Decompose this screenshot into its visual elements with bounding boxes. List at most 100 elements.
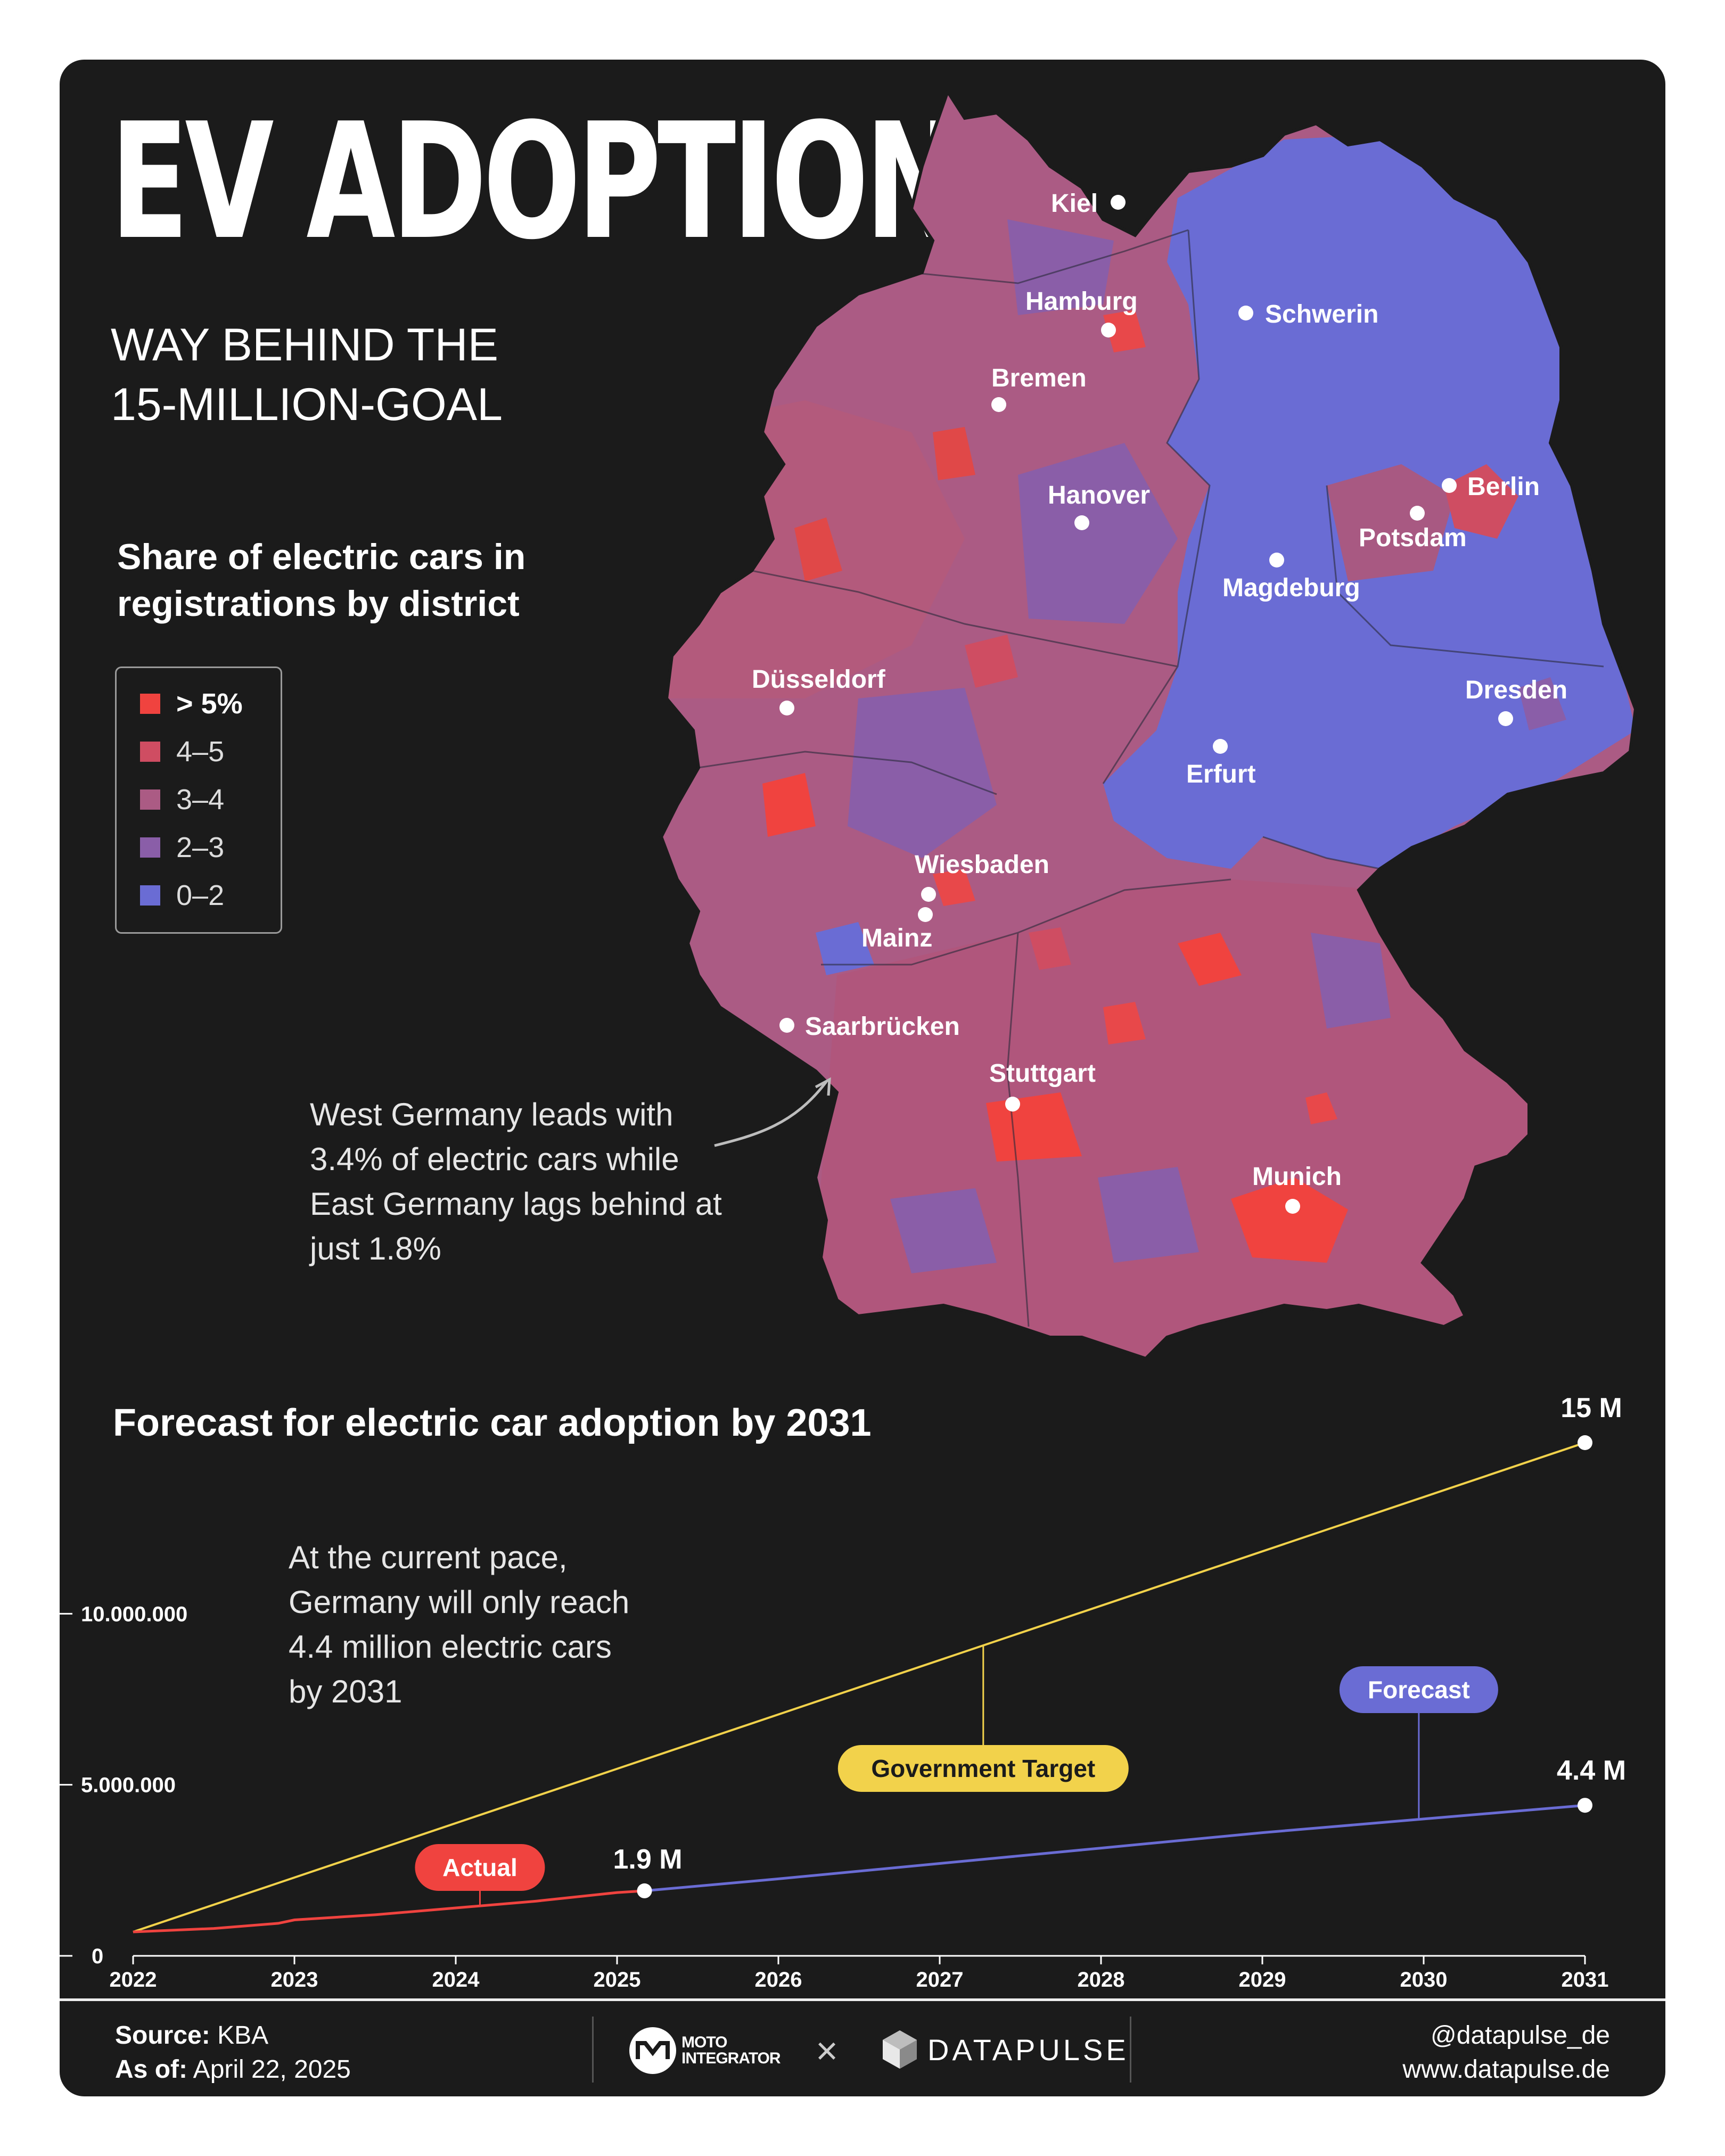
city-dresden: Dresden	[1465, 676, 1567, 726]
footer-separator	[1130, 2017, 1131, 2083]
map-region-2-3	[1518, 677, 1566, 730]
city-dot	[1238, 306, 1253, 320]
subtitle-line-1: WAY BEHIND THE	[111, 319, 498, 371]
map-border	[751, 570, 1178, 668]
city-label: Mainz	[861, 924, 932, 952]
datapulse-logo-icon	[883, 2030, 917, 2069]
subtitle-line-2: 15-MILLION-GOAL	[111, 379, 503, 430]
map-note-line: West Germany leads with	[310, 1097, 673, 1132]
forecast-badge-label: Forecast	[1368, 1676, 1470, 1704]
city-schwerin: Schwerin	[1238, 300, 1378, 328]
point-label: 1.9 M	[613, 1844, 682, 1875]
y-tick-label: 5.000.000	[81, 1774, 176, 1797]
footer-separator	[592, 2017, 594, 2083]
map-berlin-potsdam-region	[1327, 464, 1455, 581]
x-tick-label: 2024	[432, 1968, 480, 1992]
chart-note-line: by 2031	[289, 1674, 402, 1709]
chart-note-line: At the current pace,	[289, 1540, 568, 1575]
city-label: Wiesbaden	[915, 851, 1049, 879]
legend-swatch	[140, 885, 160, 906]
city-dot	[1442, 478, 1457, 493]
brand1-line-1: MOTO	[681, 2034, 727, 2051]
city-label: Hamburg	[1025, 287, 1138, 316]
city-label: Schwerin	[1265, 300, 1378, 328]
legend-swatch	[140, 837, 160, 858]
map-region-4-5	[1444, 464, 1518, 539]
city-dot	[779, 701, 794, 715]
map-region-gt5	[1305, 1092, 1337, 1124]
legend-swatch	[140, 789, 160, 810]
website-link[interactable]: www.datapulse.de	[1402, 2055, 1610, 2084]
city-dot	[779, 1018, 794, 1033]
asof-label: As of:	[115, 2055, 187, 2084]
legend-swatch	[140, 742, 160, 762]
source-label: Source:	[115, 2021, 210, 2050]
city-label: Kiel	[1051, 190, 1098, 218]
map-note-line: just 1.8%	[310, 1231, 441, 1266]
city-dot	[1213, 739, 1228, 754]
chart-heading: Forecast for electric car adoption by 20…	[113, 1402, 872, 1444]
moto-integrator-logo-icon	[629, 2027, 676, 2074]
chart-lines	[133, 1442, 1586, 1933]
map-border	[1326, 485, 1604, 668]
brand-datapulse: DATAPULSE	[882, 2029, 1129, 2070]
map-legend: > 5% 4–5 3–4 2–3 0–2	[115, 666, 282, 934]
city-label: Stuttgart	[989, 1059, 1096, 1088]
legend-item-3-4: 3–4	[140, 781, 224, 818]
city-bremen: Bremen	[991, 364, 1087, 412]
map-region-2-3	[890, 1188, 997, 1273]
x-tick-label: 2029	[1239, 1968, 1286, 1992]
footer-source: Source: KBA As of: April 22, 2025	[115, 2019, 351, 2087]
city-erfurt: Erfurt	[1186, 739, 1256, 788]
y-tick-label: 0	[92, 1945, 103, 1968]
legend-label: 2–3	[176, 832, 225, 863]
data-point	[1578, 1435, 1592, 1450]
legend-label: > 5%	[176, 688, 243, 720]
city-dot	[1285, 1199, 1300, 1214]
city-stuttgart: Stuttgart	[989, 1059, 1096, 1112]
city-dot	[921, 887, 936, 902]
x-tick-label: 2028	[1078, 1968, 1125, 1992]
footer-divider	[60, 1998, 1665, 2001]
social-handle: @datapulse_de	[1431, 2021, 1610, 2050]
map-border	[1006, 932, 1030, 1327]
city-dot	[1005, 1097, 1020, 1112]
city-label: Berlin	[1467, 473, 1540, 501]
legend-label: 3–4	[176, 784, 225, 816]
x-tick-label: 2027	[916, 1968, 964, 1992]
brand2-name: DATAPULSE	[927, 2032, 1129, 2067]
city-label: Potsdam	[1359, 524, 1467, 552]
legend-label: 4–5	[176, 736, 225, 768]
x-tick-label: 2031	[1562, 1968, 1609, 1992]
footer-contact: @datapulse_de www.datapulse.de	[1402, 2019, 1610, 2087]
city-label: Hanover	[1048, 481, 1150, 509]
map-region-4-5	[965, 635, 1018, 688]
legend-item-4-5: 4–5	[140, 733, 224, 770]
legend-swatch	[140, 694, 160, 714]
brand-moto-integrator: MOTO INTEGRATOR	[629, 2027, 781, 2074]
note-arrow	[714, 1081, 827, 1147]
city-dot	[1498, 711, 1513, 726]
actual-badge-label: Actual	[442, 1854, 518, 1881]
city-label: Saarbrücken	[805, 1013, 960, 1041]
city-dot	[1074, 515, 1089, 530]
map-heading-line-1: Share of electric cars in	[117, 537, 526, 577]
x-tick-label: 2025	[594, 1968, 641, 1992]
x-tick-label: 2022	[110, 1968, 157, 1992]
map-heading-line-2: registrations by district	[117, 583, 520, 624]
map-munich-gt5	[1231, 1178, 1348, 1263]
legend-item-gt5: > 5%	[140, 685, 243, 722]
map-region-0-2	[816, 922, 874, 975]
arrow-head-icon	[815, 1077, 831, 1096]
city-label: Munich	[1252, 1163, 1342, 1191]
infographic-card: EV ADOPTION WAY BEHIND THE 15-MILLION-GO…	[60, 60, 1665, 2096]
brand1-line-2: INTEGRATOR	[681, 2050, 781, 2067]
government-target-badge-label: Government Target	[871, 1755, 1095, 1782]
map-region-4-5	[1029, 927, 1071, 970]
map-note-line: 3.4% of electric cars while	[310, 1141, 679, 1177]
map-region-gt5	[933, 869, 975, 906]
x-tick-label: 2030	[1400, 1968, 1448, 1992]
page-subtitle: WAY BEHIND THE 15-MILLION-GOAL	[111, 315, 643, 434]
city-hanover: Hanover	[1048, 481, 1150, 530]
city-label: Dresden	[1465, 676, 1567, 704]
